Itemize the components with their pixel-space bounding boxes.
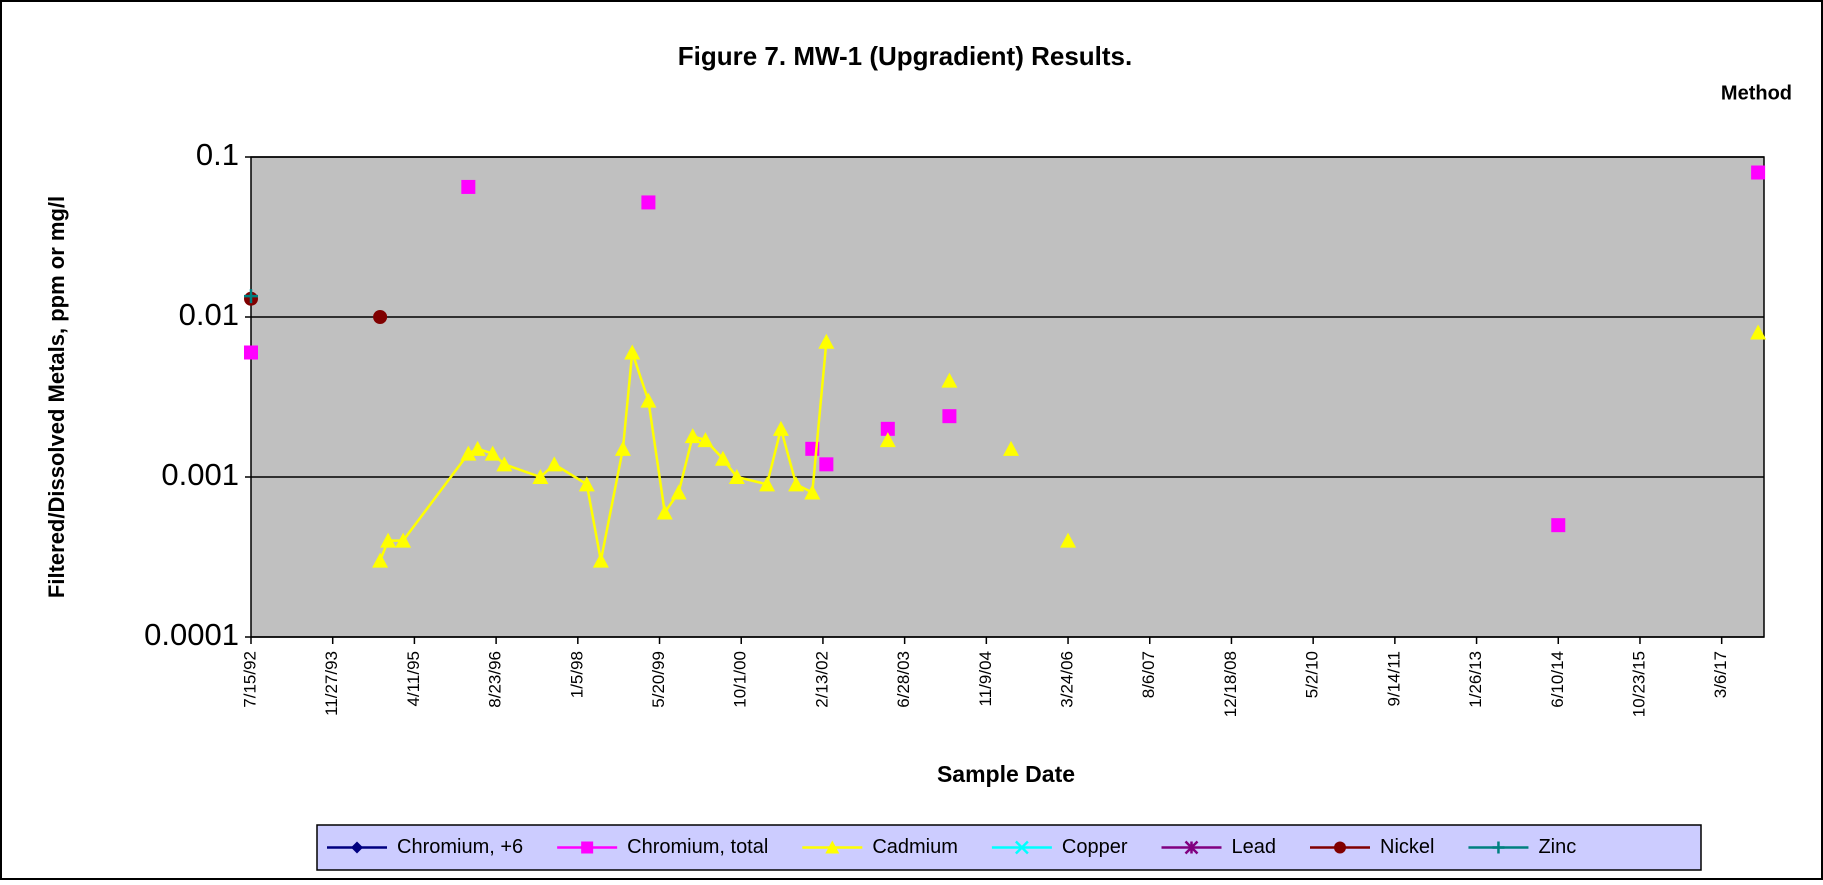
marker: [1060, 532, 1077, 548]
marker: [496, 456, 513, 472]
marker: [1751, 165, 1766, 180]
legend-label: Nickel: [1380, 836, 1434, 858]
x-tick-label: 12/18/08: [1221, 651, 1240, 717]
y-tick-label: 0.01: [179, 297, 239, 332]
chart-title: Figure 7. MW-1 (Upgradient) Results.: [678, 41, 1133, 71]
marker: [804, 484, 821, 500]
marker: [697, 432, 714, 448]
marker: [714, 450, 731, 466]
legend-label: Zinc: [1538, 836, 1576, 858]
marker: [351, 841, 363, 854]
marker: [460, 445, 477, 461]
x-tick-label: 9/14/11: [1384, 651, 1403, 706]
marker: [614, 440, 631, 456]
marker: [532, 469, 549, 484]
x-tick-label: 6/28/03: [894, 651, 913, 708]
marker: [819, 457, 834, 472]
legend-label: Chromium, +6: [397, 836, 523, 858]
x-tick-label: 2/13/02: [812, 651, 831, 708]
marker: [244, 289, 258, 304]
x-tick-label: 7/15/92: [240, 651, 259, 708]
legend-item: Chromium, +6: [327, 836, 523, 858]
x-axis-label: Sample Date: [937, 761, 1075, 787]
y-axis-label: Filtered/Dissolved Metals, ppm or mg/l: [44, 196, 69, 598]
x-tick-label: 5/20/99: [649, 651, 668, 708]
legend-item: Cadmium: [802, 836, 958, 858]
marker: [879, 432, 896, 448]
marker: [592, 552, 609, 568]
marker: [759, 476, 776, 492]
marker: [484, 445, 501, 461]
x-tick-label: 3/24/06: [1058, 651, 1077, 708]
marker: [656, 504, 673, 520]
legend-item: Chromium, total: [557, 836, 768, 858]
legend-label: Chromium, total: [627, 836, 768, 858]
x-tick-label: 4/11/95: [404, 651, 423, 706]
marker: [788, 476, 805, 492]
marker: [380, 532, 397, 548]
marker: [469, 440, 486, 456]
marker: [1003, 440, 1020, 456]
y-tick-label: 0.0001: [144, 617, 239, 652]
x-tick-label: 8/23/96: [486, 651, 505, 708]
marker: [825, 840, 840, 854]
x-tick-label: 6/10/14: [1548, 651, 1567, 708]
x-tick-label: 5/2/10: [1303, 651, 1322, 698]
y-tick-label: 0.1: [196, 137, 239, 172]
marker: [624, 344, 641, 360]
marker: [546, 456, 563, 472]
marker: [641, 195, 656, 210]
x-tick-label: 1/5/98: [567, 651, 586, 698]
marker: [880, 421, 895, 436]
marker: [461, 179, 476, 194]
x-tick-label: 3/6/17: [1711, 651, 1730, 698]
corner-note: Method: [1721, 82, 1792, 104]
marker: [1750, 324, 1767, 340]
marker: [244, 345, 258, 360]
legend-item: Copper: [991, 836, 1128, 858]
marker: [1334, 841, 1346, 854]
marker: [1551, 518, 1566, 533]
legend-label: Lead: [1232, 836, 1277, 858]
y-tick-label: 0.001: [161, 457, 239, 492]
plot-area: [250, 156, 1765, 638]
marker: [772, 420, 789, 436]
marker: [941, 372, 958, 388]
marker: [818, 333, 835, 349]
x-tick-label: 11/27/93: [322, 651, 341, 716]
marker: [1015, 840, 1029, 855]
x-tick-label: 10/1/00: [731, 651, 750, 708]
marker: [581, 841, 594, 854]
marker: [640, 392, 657, 408]
marker: [373, 310, 388, 324]
x-tick-label: 1/26/13: [1466, 651, 1485, 708]
marker: [372, 552, 389, 568]
marker: [670, 484, 687, 500]
marker: [728, 469, 745, 484]
legend-item: Zinc: [1468, 836, 1576, 858]
legend-label: Copper: [1062, 836, 1128, 858]
x-tick-label: 11/9/04: [976, 651, 995, 706]
marker: [1492, 841, 1505, 854]
marker: [684, 428, 701, 444]
marker: [942, 409, 957, 424]
legend-label: Cadmium: [872, 836, 958, 858]
x-tick-label: 8/6/07: [1139, 651, 1158, 698]
x-tick-label: 10/23/15: [1629, 651, 1648, 717]
legend-item: Nickel: [1310, 836, 1434, 858]
legend-item: Lead: [1161, 836, 1277, 858]
marker: [578, 476, 595, 492]
marker: [395, 532, 412, 548]
marker: [1184, 840, 1199, 855]
